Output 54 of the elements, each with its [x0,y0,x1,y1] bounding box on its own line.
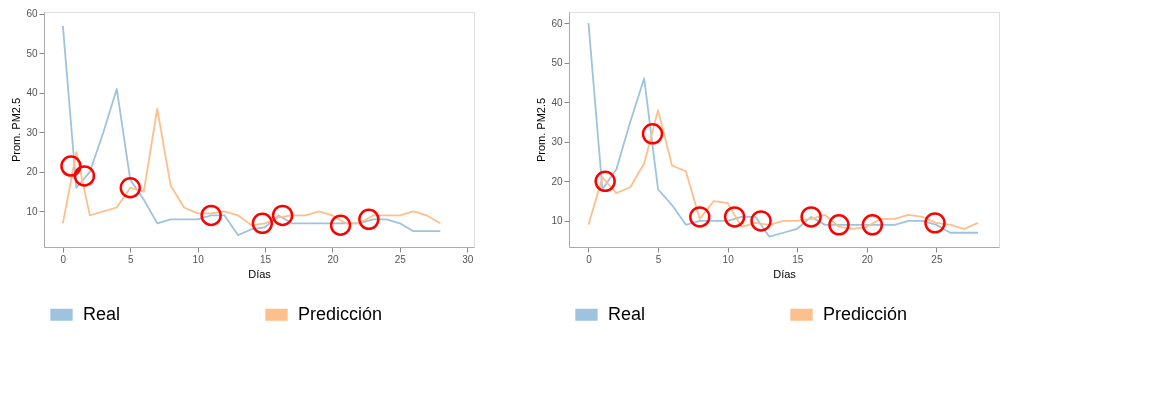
x-tick-label: 10 [722,253,735,265]
legend-label: Predicción [823,303,908,324]
y-tick-label: 40 [26,87,38,99]
x-tick-label: 15 [792,253,804,265]
y-tick-label: 10 [26,205,38,217]
line-series [61,107,442,227]
point [723,206,746,228]
y-axis-title: Prom. PM2.5 [535,97,548,163]
x-tick-label: 15 [260,253,272,265]
x-tick-label: 25 [931,253,943,265]
x-axis-title: Días [773,267,797,280]
y-tick-label: 30 [551,136,563,148]
point [689,206,711,228]
y-tick-label: 40 [551,96,563,108]
x-tick-label: 10 [192,253,205,265]
x-tick-label: 25 [394,253,407,265]
point [358,208,380,231]
point [119,177,142,199]
line-series [587,22,980,238]
point [861,214,884,236]
legend-label: Real [83,303,121,324]
point [750,210,772,232]
x-tick-label: 20 [861,253,874,265]
y-axis-title: Prom. PM2.5 [10,97,23,163]
y-tick-label: 50 [26,47,38,59]
x-tick-label: 30 [462,253,474,265]
point [251,212,274,235]
x-tick-label: 0 [586,253,593,265]
point [329,214,352,236]
x-tick-label: 5 [655,253,662,265]
point [800,206,822,228]
y-tick-label: 20 [26,166,38,178]
x-tick-label: 5 [127,253,134,265]
line-series [587,109,980,230]
y-tick-label: 30 [26,126,38,138]
point [594,170,616,193]
y-tick-label: 20 [551,175,563,187]
point [60,155,82,177]
x-tick-label: 20 [327,253,339,265]
legend-label: Predicción [298,303,383,324]
point [828,214,850,236]
point [641,123,664,145]
x-axis-title: Días [248,267,272,280]
point [200,204,222,227]
point [271,204,294,227]
y-tick-label: 50 [551,57,563,69]
x-tick-label: 0 [60,253,67,265]
y-tick-label: 10 [551,215,563,227]
legend-label: Real [608,303,646,324]
point [924,212,946,234]
line-series [61,24,442,237]
y-tick-label: 60 [551,17,563,29]
y-tick-label: 60 [26,8,38,20]
point [73,165,96,187]
